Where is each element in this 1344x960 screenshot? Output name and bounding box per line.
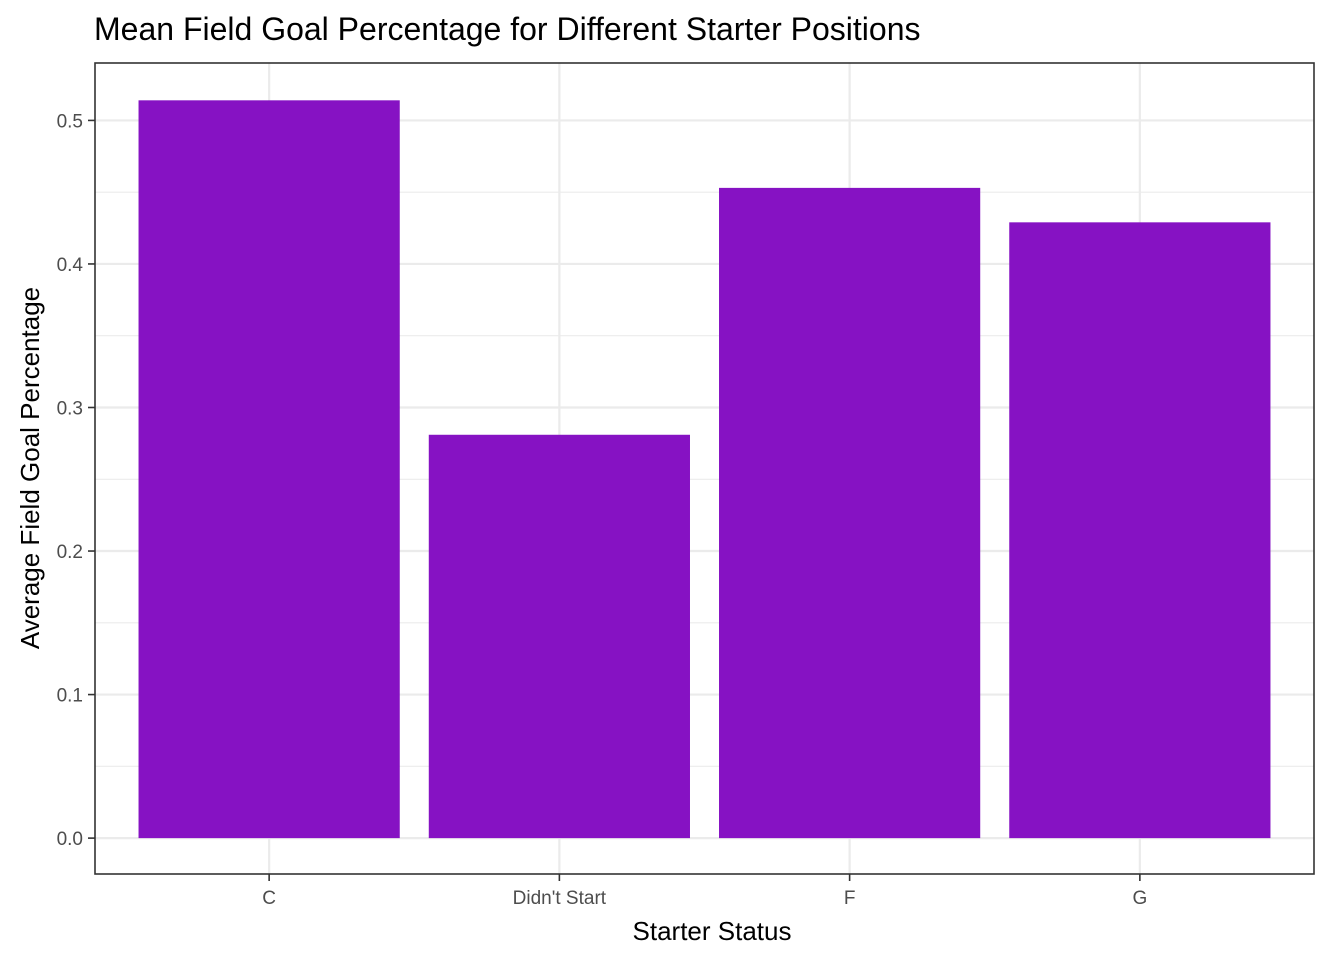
chart-title: Mean Field Goal Percentage for Different… — [94, 11, 920, 47]
y-axis-title: Average Field Goal Percentage — [15, 287, 45, 649]
y-tick-label: 0.0 — [57, 829, 83, 850]
bar-didn-t-start — [428, 434, 690, 839]
x-tick-label: C — [262, 888, 276, 909]
y-tick-label: 0.5 — [57, 111, 83, 132]
x-tick-label: Didn't Start — [513, 888, 607, 909]
bars — [138, 100, 1271, 839]
y-tick-label: 0.2 — [57, 542, 83, 563]
bar-g — [1009, 222, 1271, 839]
y-tick-label: 0.4 — [57, 255, 84, 276]
y-tick-label: 0.3 — [57, 398, 83, 419]
y-axis: 0.0 0.1 0.2 0.3 0.4 0.5 — [57, 111, 95, 850]
bar-c — [138, 100, 400, 839]
x-tick-label: G — [1132, 888, 1147, 909]
x-tick-label: F — [844, 888, 856, 909]
x-axis: C Didn't Start F G — [262, 874, 1147, 909]
x-axis-title: Starter Status — [633, 916, 792, 946]
bar-f — [719, 187, 981, 839]
y-tick-label: 0.1 — [57, 686, 83, 707]
panel-border — [94, 62, 1315, 875]
